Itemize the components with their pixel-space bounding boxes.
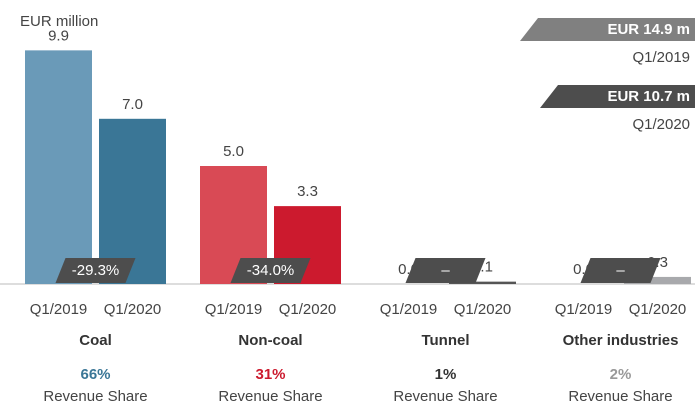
- legend-label: Q1/2020: [632, 116, 690, 133]
- value-label: 9.9: [48, 27, 69, 44]
- category-label: Other industries: [563, 332, 679, 349]
- value-label: 5.0: [223, 143, 244, 160]
- change-label: -34.0%: [247, 262, 295, 279]
- change-label: -29.3%: [72, 262, 120, 279]
- x-tick-label: Q1/2019: [30, 301, 88, 318]
- category-label: Non-coal: [238, 332, 302, 349]
- total-badge: [520, 18, 695, 41]
- revenue-share: 66%: [80, 366, 110, 383]
- change-badge: [405, 258, 486, 283]
- change-label: –: [616, 262, 625, 279]
- x-tick-label: Q1/2019: [380, 301, 438, 318]
- revenue-share: 31%: [255, 366, 285, 383]
- change-badge: [230, 258, 311, 283]
- total-badge: [540, 85, 695, 108]
- x-tick-label: Q1/2019: [555, 301, 613, 318]
- value-label: 3.3: [297, 183, 318, 200]
- bar: [624, 276, 691, 284]
- x-tick-label: Q1/2020: [279, 301, 337, 318]
- bar: [25, 50, 92, 284]
- bar: [449, 281, 516, 284]
- legend-label: Q1/2019: [632, 49, 690, 66]
- change-badge: [580, 258, 661, 283]
- revenue-share-label: Revenue Share: [393, 388, 497, 405]
- x-tick-label: Q1/2020: [629, 301, 687, 318]
- total-label: EUR 10.7 m: [607, 88, 690, 105]
- revenue-share-label: Revenue Share: [43, 388, 147, 405]
- revenue-share: 2%: [610, 366, 632, 383]
- value-label: 7.0: [122, 96, 143, 113]
- change-label: –: [441, 262, 450, 279]
- category-label: Coal: [79, 332, 112, 349]
- change-badge: [55, 258, 136, 283]
- unit-label: EUR million: [20, 13, 98, 30]
- revenue-share-label: Revenue Share: [568, 388, 672, 405]
- revenue-share-label: Revenue Share: [218, 388, 322, 405]
- total-label: EUR 14.9 m: [607, 21, 690, 38]
- x-tick-label: Q1/2019: [205, 301, 263, 318]
- x-tick-label: Q1/2020: [454, 301, 512, 318]
- bar: [99, 118, 166, 284]
- category-label: Tunnel: [421, 332, 469, 349]
- x-tick-label: Q1/2020: [104, 301, 162, 318]
- revenue-share: 1%: [435, 366, 457, 383]
